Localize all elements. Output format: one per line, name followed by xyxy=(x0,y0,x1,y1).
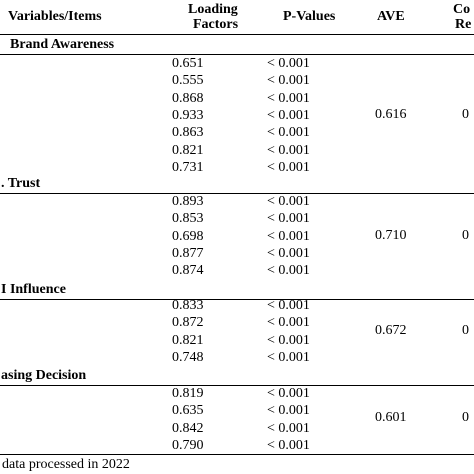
composite-reliability-cell: 0 xyxy=(462,107,469,122)
composite-reliability-cell: 0 xyxy=(462,323,469,338)
section-title: asing Decision xyxy=(1,368,87,383)
p-value-cell: < 0.001 xyxy=(267,298,310,313)
loading-factor-cell: 0.698 xyxy=(172,228,204,244)
p-value-cell: < 0.001 xyxy=(267,125,310,141)
loading-factor-cell: 0.933 xyxy=(172,107,204,123)
p-value-cell: < 0.001 xyxy=(267,420,310,436)
loading-factor-cell: 0.748 xyxy=(172,349,204,365)
table-footnote: data processed in 2022 xyxy=(2,457,130,472)
header-rule xyxy=(0,34,474,35)
loading-factor-cell: 0.821 xyxy=(172,332,204,348)
p-value-cell: < 0.001 xyxy=(267,315,310,331)
ave-cell: 0.601 xyxy=(375,410,407,425)
ave-cell: 0.710 xyxy=(375,228,407,243)
p-value-cell: < 0.001 xyxy=(267,194,310,209)
loading-factor-cell: 0.555 xyxy=(172,73,204,89)
header-loading-line1: Loading xyxy=(188,2,238,17)
loading-factor-cell: 0.853 xyxy=(172,211,204,227)
composite-reliability-cell: 0 xyxy=(462,228,469,243)
loading-factor-cell: 0.821 xyxy=(172,142,204,158)
loading-factor-cell: 0.868 xyxy=(172,90,204,106)
p-value-cell: < 0.001 xyxy=(267,245,310,261)
section-title: Brand Awareness xyxy=(10,37,115,52)
p-value-cell: < 0.001 xyxy=(267,211,310,227)
loading-factor-cell: 0.833 xyxy=(172,298,204,313)
loading-factor-cell: 0.877 xyxy=(172,245,204,261)
p-value-cell: < 0.001 xyxy=(267,437,310,453)
loading-factor-cell: 0.635 xyxy=(172,403,204,419)
header-pvalues: P-Values xyxy=(283,9,336,24)
p-value-cell: < 0.001 xyxy=(267,332,310,348)
loading-factor-cell: 0.842 xyxy=(172,420,204,436)
p-value-cell: < 0.001 xyxy=(267,263,310,279)
header-cr-line1: Co xyxy=(453,2,471,17)
loading-factor-cell: 0.819 xyxy=(172,386,204,401)
section-rule xyxy=(0,385,474,386)
p-value-cell: < 0.001 xyxy=(267,403,310,419)
composite-reliability-cell: 0 xyxy=(462,410,469,425)
p-value-cell: < 0.001 xyxy=(267,56,310,71)
section-title: I Influence xyxy=(1,282,66,297)
bottom-rule xyxy=(0,454,474,455)
header-variables: Variables/Items xyxy=(8,9,102,24)
loading-factor-cell: 0.651 xyxy=(172,56,204,71)
ave-cell: 0.616 xyxy=(375,107,407,122)
p-value-cell: < 0.001 xyxy=(267,90,310,106)
p-value-cell: < 0.001 xyxy=(267,159,310,175)
loading-factor-cell: 0.790 xyxy=(172,437,204,453)
header-cr-line2: Re xyxy=(455,17,472,32)
p-value-cell: < 0.001 xyxy=(267,142,310,158)
section-rule xyxy=(0,54,474,55)
section-rule xyxy=(0,299,474,300)
p-value-cell: < 0.001 xyxy=(267,349,310,365)
p-value-cell: < 0.001 xyxy=(267,386,310,401)
p-value-cell: < 0.001 xyxy=(267,73,310,89)
loading-factor-cell: 0.731 xyxy=(172,159,204,175)
section-rule xyxy=(0,193,474,194)
section-title: . Trust xyxy=(1,176,41,191)
header-ave: AVE xyxy=(377,9,405,24)
ave-cell: 0.672 xyxy=(375,323,407,338)
loading-factor-cell: 0.872 xyxy=(172,315,204,331)
p-value-cell: < 0.001 xyxy=(267,228,310,244)
loading-factor-cell: 0.893 xyxy=(172,194,204,209)
p-value-cell: < 0.001 xyxy=(267,107,310,123)
header-loading-line2: Factors xyxy=(193,17,239,32)
loading-factor-cell: 0.874 xyxy=(172,263,204,279)
loading-factor-cell: 0.863 xyxy=(172,125,204,141)
